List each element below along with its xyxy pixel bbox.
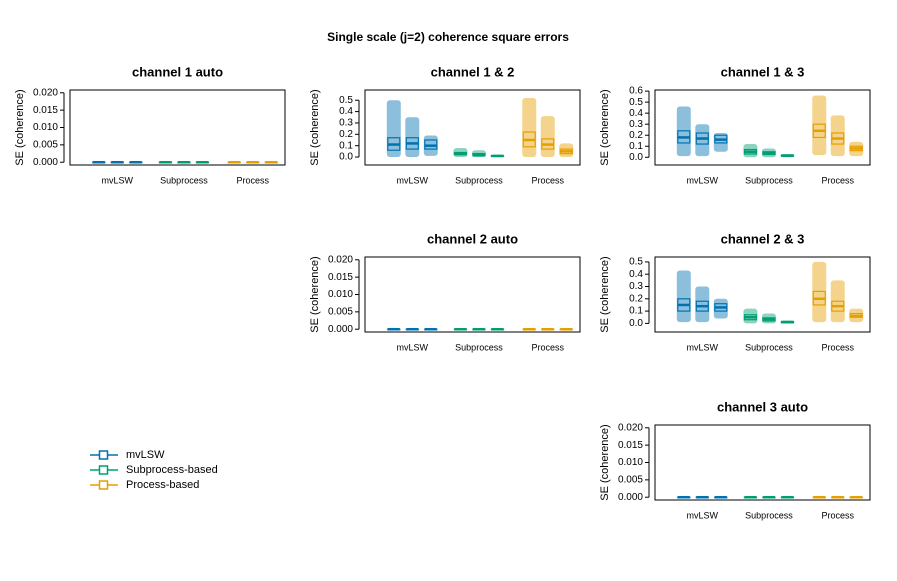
y-tick-label: 0.6	[629, 86, 643, 97]
plot-frame	[654, 89, 871, 166]
legend-label: Process-based	[126, 479, 199, 491]
y-tick-label: 0.0	[339, 152, 353, 163]
y-tick-label: 0.5	[339, 95, 353, 106]
x-tick-label: mvLSW	[397, 342, 429, 352]
legend-swatch	[98, 450, 109, 460]
x-tick-label: mvLSW	[687, 175, 719, 185]
legend-label: mvLSW	[126, 449, 165, 461]
plot-frame	[364, 256, 581, 333]
x-tick-label: Process	[821, 342, 854, 352]
panel-title: channel 2 & 3	[721, 231, 805, 246]
x-tick-label: Process	[531, 175, 564, 185]
y-tick-label: 0.5	[629, 97, 643, 108]
y-tick-label: 0.0	[629, 318, 643, 329]
x-tick-label: mvLSW	[687, 342, 719, 352]
y-axis-label: SE (coherence)	[309, 89, 321, 165]
y-tick-label: 0.1	[629, 141, 643, 152]
plot-frame	[69, 89, 286, 166]
panel-title: channel 3 auto	[717, 399, 808, 414]
plot-frame	[654, 424, 871, 501]
point-cloud	[386, 100, 401, 158]
x-tick-label: Process	[821, 175, 854, 185]
y-tick-label: 0.010	[33, 122, 58, 133]
y-tick-label: 0.2	[629, 130, 643, 141]
y-tick-label: 0.000	[33, 157, 58, 168]
x-tick-label: Subprocess	[160, 175, 208, 185]
x-tick-label: Subprocess	[455, 175, 503, 185]
point-cloud	[695, 286, 710, 323]
y-axis-label: SE (coherence)	[599, 424, 611, 500]
point-cloud	[522, 97, 537, 158]
panel-title: channel 1 & 3	[721, 64, 805, 79]
panel-title: channel 1 auto	[132, 64, 223, 79]
plot-frame	[364, 89, 581, 166]
y-tick-label: 0.4	[339, 106, 353, 117]
y-axis-label: SE (coherence)	[599, 256, 611, 332]
y-tick-label: 0.5	[629, 257, 643, 268]
point-cloud	[540, 116, 555, 158]
legend-swatch	[98, 480, 109, 490]
y-axis-label: SE (coherence)	[599, 89, 611, 165]
plot-frame	[654, 256, 871, 333]
point-cloud	[695, 124, 710, 157]
y-tick-label: 0.005	[618, 475, 643, 486]
y-tick-label: 0.1	[629, 306, 643, 317]
x-tick-label: mvLSW	[102, 175, 134, 185]
y-tick-label: 0.2	[629, 293, 643, 304]
x-tick-label: mvLSW	[687, 510, 719, 520]
legend-swatch	[98, 465, 109, 475]
x-tick-label: mvLSW	[397, 175, 429, 185]
y-tick-label: 0.4	[629, 108, 643, 119]
y-tick-label: 0.005	[33, 140, 58, 151]
y-tick-label: 0.3	[629, 119, 643, 130]
x-tick-label: Process	[821, 510, 854, 520]
y-tick-label: 0.1	[339, 140, 353, 151]
x-tick-label: Subprocess	[745, 342, 793, 352]
figure-title: Single scale (j=2) coherence square erro…	[327, 30, 569, 44]
point-cloud	[812, 95, 827, 156]
x-tick-label: Subprocess	[455, 342, 503, 352]
point-cloud	[812, 261, 827, 323]
y-tick-label: 0.000	[328, 324, 353, 335]
y-tick-label: 0.015	[618, 440, 643, 451]
x-tick-label: Subprocess	[745, 175, 793, 185]
x-tick-label: Process	[236, 175, 269, 185]
point-cloud	[676, 270, 691, 323]
y-tick-label: 0.015	[33, 105, 58, 116]
y-tick-label: 0.005	[328, 307, 353, 318]
y-tick-label: 0.2	[339, 129, 353, 140]
y-tick-label: 0.020	[618, 422, 643, 433]
x-tick-label: Subprocess	[745, 510, 793, 520]
legend-label: Subprocess-based	[126, 464, 218, 476]
y-tick-label: 0.0	[629, 152, 643, 163]
y-tick-label: 0.3	[339, 118, 353, 129]
y-tick-label: 0.000	[618, 492, 643, 503]
y-axis-label: SE (coherence)	[309, 256, 321, 332]
y-tick-label: 0.020	[33, 87, 58, 98]
y-tick-label: 0.3	[629, 281, 643, 292]
y-tick-label: 0.010	[328, 289, 353, 300]
y-tick-label: 0.4	[629, 269, 643, 280]
x-tick-label: Process	[531, 342, 564, 352]
point-cloud	[830, 115, 845, 157]
y-tick-label: 0.015	[328, 272, 353, 283]
y-tick-label: 0.010	[618, 457, 643, 468]
panel-title: channel 1 & 2	[431, 64, 515, 79]
y-tick-label: 0.020	[328, 254, 353, 265]
panel-title: channel 2 auto	[427, 231, 518, 246]
y-axis-label: SE (coherence)	[14, 89, 26, 165]
